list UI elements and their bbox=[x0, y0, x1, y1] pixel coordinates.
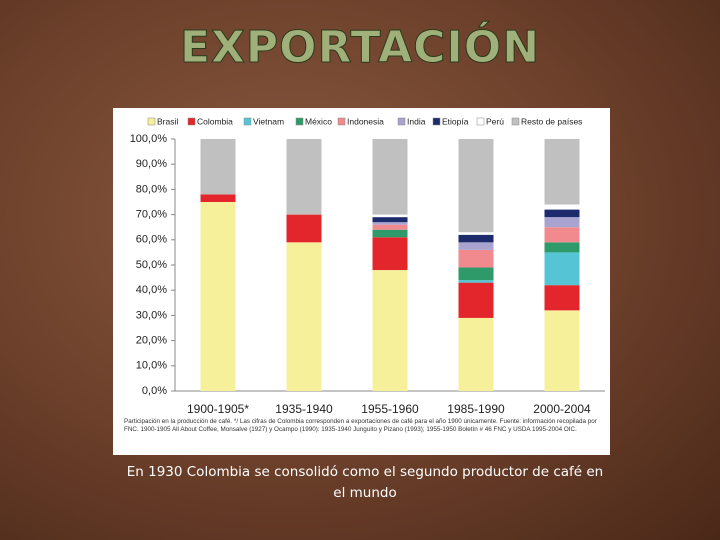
bar-segment bbox=[458, 139, 494, 233]
legend-label: Perú bbox=[486, 116, 504, 126]
legend-swatch bbox=[432, 117, 441, 126]
bar-segment bbox=[372, 224, 408, 230]
y-tick-label: 60,0% bbox=[136, 234, 167, 246]
bar-segment bbox=[544, 204, 580, 210]
bar-segment bbox=[286, 242, 322, 391]
bar-segment bbox=[200, 139, 236, 195]
bar-segment bbox=[372, 139, 408, 215]
legend-swatch bbox=[397, 117, 406, 126]
chart-note: Participación en la producción de café. … bbox=[124, 418, 597, 433]
y-tick-label: 40,0% bbox=[136, 284, 167, 296]
bar-segment bbox=[458, 234, 494, 243]
y-tick-label: 80,0% bbox=[136, 183, 167, 195]
legend-label: Etiopía bbox=[442, 116, 469, 126]
y-tick-label: 10,0% bbox=[136, 360, 167, 372]
bar-segment bbox=[544, 285, 580, 311]
bar-segment bbox=[372, 222, 408, 225]
bar-segment bbox=[458, 267, 494, 281]
bar-segment bbox=[200, 194, 236, 202]
bar-segment bbox=[458, 280, 494, 283]
legend-label: Resto de países bbox=[521, 116, 582, 126]
bar-segment bbox=[544, 217, 580, 228]
y-tick-label: 90,0% bbox=[136, 158, 167, 170]
legend-label: India bbox=[407, 116, 426, 126]
bar-segment bbox=[544, 310, 580, 391]
y-tick-label: 70,0% bbox=[136, 209, 167, 221]
y-tick-label: 50,0% bbox=[136, 259, 167, 271]
legend-swatch bbox=[337, 117, 346, 126]
x-tick-label: 1985-1990 bbox=[447, 402, 505, 416]
legend-swatch bbox=[147, 117, 156, 126]
bar-segment bbox=[458, 317, 494, 391]
legend-label: Brasil bbox=[157, 116, 178, 126]
legend-label: México bbox=[305, 116, 332, 126]
bar-segment bbox=[372, 270, 408, 391]
bar-segment bbox=[544, 209, 580, 218]
y-tick-label: 30,0% bbox=[136, 309, 167, 321]
bar-segment bbox=[544, 139, 580, 205]
bar-segment bbox=[372, 214, 408, 218]
bar-segment bbox=[286, 139, 322, 215]
bar-segment bbox=[372, 217, 408, 223]
chart-panel bbox=[113, 108, 610, 455]
bar-segment bbox=[544, 242, 580, 253]
x-tick-label: 1935-1940 bbox=[275, 402, 333, 416]
y-tick-label: 0,0% bbox=[142, 385, 167, 397]
bar-segment bbox=[458, 249, 494, 268]
legend-swatch bbox=[476, 117, 485, 126]
bar-segment bbox=[544, 252, 580, 286]
slide-title: EXPORTACIÓN bbox=[179, 22, 541, 74]
legend-swatch bbox=[511, 117, 520, 126]
x-tick-label: 1900-1905* bbox=[187, 402, 249, 416]
bar-segment bbox=[372, 229, 408, 238]
bar-segment bbox=[544, 227, 580, 243]
bar-segment bbox=[458, 282, 494, 318]
bar-segment bbox=[458, 242, 494, 250]
bar-segment bbox=[286, 214, 322, 243]
x-tick-label: 1955-1960 bbox=[361, 402, 419, 416]
y-tick-label: 100,0% bbox=[130, 133, 168, 145]
legend-swatch bbox=[243, 117, 252, 126]
legend-label: Colombia bbox=[197, 116, 233, 126]
legend-label: Vietnam bbox=[253, 116, 284, 126]
bar-segment bbox=[372, 237, 408, 271]
bar-segment bbox=[200, 202, 236, 391]
x-tick-label: 2000-2004 bbox=[533, 402, 591, 416]
y-tick-label: 20,0% bbox=[136, 335, 167, 347]
legend-swatch bbox=[187, 117, 196, 126]
bar-segment bbox=[458, 232, 494, 235]
legend-swatch bbox=[295, 117, 304, 126]
legend-label: Indonesia bbox=[347, 116, 384, 126]
caption: En 1930 Colombia se consolidó como el se… bbox=[126, 464, 604, 501]
